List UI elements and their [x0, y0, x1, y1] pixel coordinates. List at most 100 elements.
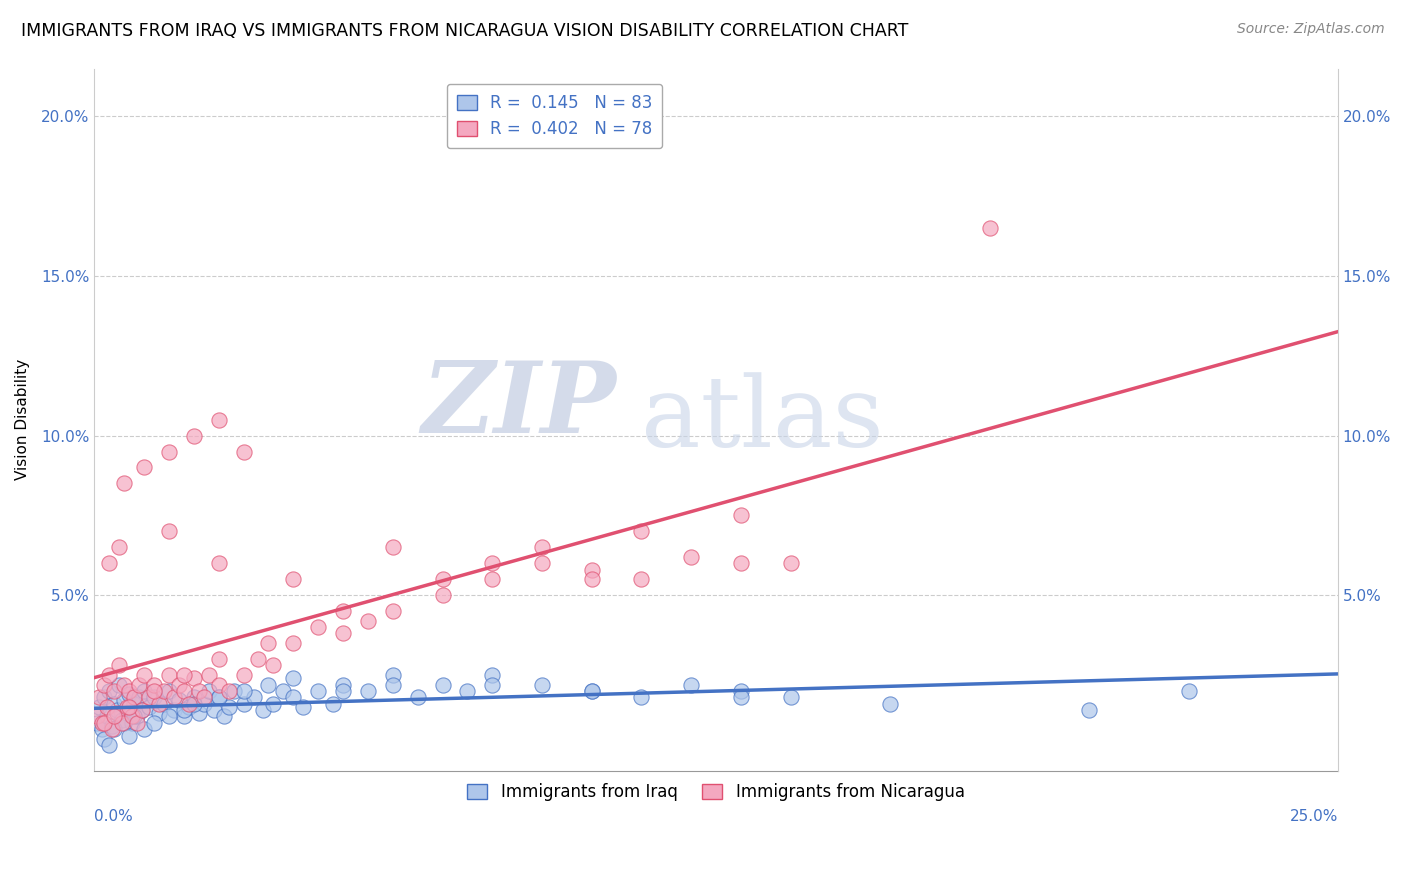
Point: [381, 677, 404, 691]
Point: [257, 677, 280, 691]
Point: [148, 697, 170, 711]
Point: [118, 699, 141, 714]
Point: [111, 713, 134, 727]
Point: [89, 690, 111, 705]
Point: [157, 524, 180, 539]
Point: [432, 588, 454, 602]
Point: [232, 668, 254, 682]
Point: [187, 684, 209, 698]
Point: [779, 556, 801, 570]
Point: [163, 703, 186, 717]
Point: [98, 668, 121, 682]
Point: [122, 697, 145, 711]
Point: [103, 723, 125, 737]
Text: atlas: atlas: [641, 372, 884, 467]
Point: [100, 723, 122, 737]
Point: [128, 677, 150, 691]
Point: [283, 690, 305, 705]
Point: [177, 697, 200, 711]
Point: [118, 729, 141, 743]
Point: [103, 684, 125, 698]
Point: [252, 703, 274, 717]
Point: [1177, 684, 1199, 698]
Point: [779, 690, 801, 705]
Point: [183, 428, 205, 442]
Point: [1078, 703, 1101, 717]
Point: [630, 524, 652, 539]
Point: [103, 697, 125, 711]
Point: [105, 706, 128, 721]
Point: [173, 668, 195, 682]
Point: [86, 715, 108, 730]
Point: [112, 476, 135, 491]
Point: [218, 684, 240, 698]
Point: [86, 709, 108, 723]
Point: [132, 460, 155, 475]
Point: [121, 709, 143, 723]
Point: [307, 620, 329, 634]
Point: [98, 738, 121, 752]
Point: [153, 697, 176, 711]
Point: [681, 549, 703, 564]
Point: [307, 684, 329, 698]
Point: [138, 690, 160, 705]
Point: [93, 715, 115, 730]
Legend: Immigrants from Iraq, Immigrants from Nicaragua: Immigrants from Iraq, Immigrants from Ni…: [461, 777, 972, 808]
Point: [193, 697, 215, 711]
Point: [121, 715, 143, 730]
Point: [173, 703, 195, 717]
Point: [173, 709, 195, 723]
Point: [481, 556, 503, 570]
Point: [208, 556, 231, 570]
Point: [222, 684, 245, 698]
Point: [157, 444, 180, 458]
Point: [232, 697, 254, 711]
Point: [143, 677, 166, 691]
Text: ZIP: ZIP: [422, 358, 617, 454]
Point: [530, 677, 553, 691]
Point: [208, 690, 231, 705]
Point: [481, 677, 503, 691]
Point: [456, 684, 478, 698]
Point: [730, 556, 752, 570]
Point: [292, 699, 315, 714]
Point: [242, 690, 264, 705]
Point: [148, 706, 170, 721]
Point: [115, 706, 138, 721]
Text: Source: ZipAtlas.com: Source: ZipAtlas.com: [1237, 22, 1385, 37]
Point: [131, 703, 153, 717]
Point: [132, 668, 155, 682]
Point: [125, 709, 148, 723]
Text: 0.0%: 0.0%: [94, 809, 134, 824]
Point: [481, 572, 503, 586]
Point: [138, 699, 160, 714]
Text: IMMIGRANTS FROM IRAQ VS IMMIGRANTS FROM NICARAGUA VISION DISABILITY CORRELATION : IMMIGRANTS FROM IRAQ VS IMMIGRANTS FROM …: [21, 22, 908, 40]
Point: [177, 699, 200, 714]
Point: [381, 604, 404, 618]
Point: [208, 690, 231, 705]
Point: [131, 703, 153, 717]
Point: [218, 699, 240, 714]
Point: [193, 690, 215, 705]
Point: [581, 572, 603, 586]
Point: [122, 690, 145, 705]
Point: [118, 687, 141, 701]
Point: [128, 690, 150, 705]
Point: [730, 684, 752, 698]
Point: [273, 684, 295, 698]
Point: [108, 541, 131, 555]
Point: [132, 684, 155, 698]
Point: [332, 677, 354, 691]
Point: [197, 684, 219, 698]
Point: [979, 221, 1001, 235]
Point: [108, 677, 131, 691]
Point: [232, 444, 254, 458]
Point: [681, 677, 703, 691]
Point: [879, 697, 901, 711]
Point: [105, 703, 128, 717]
Point: [530, 556, 553, 570]
Point: [730, 690, 752, 705]
Point: [730, 508, 752, 523]
Point: [93, 731, 115, 746]
Text: 25.0%: 25.0%: [1289, 809, 1337, 824]
